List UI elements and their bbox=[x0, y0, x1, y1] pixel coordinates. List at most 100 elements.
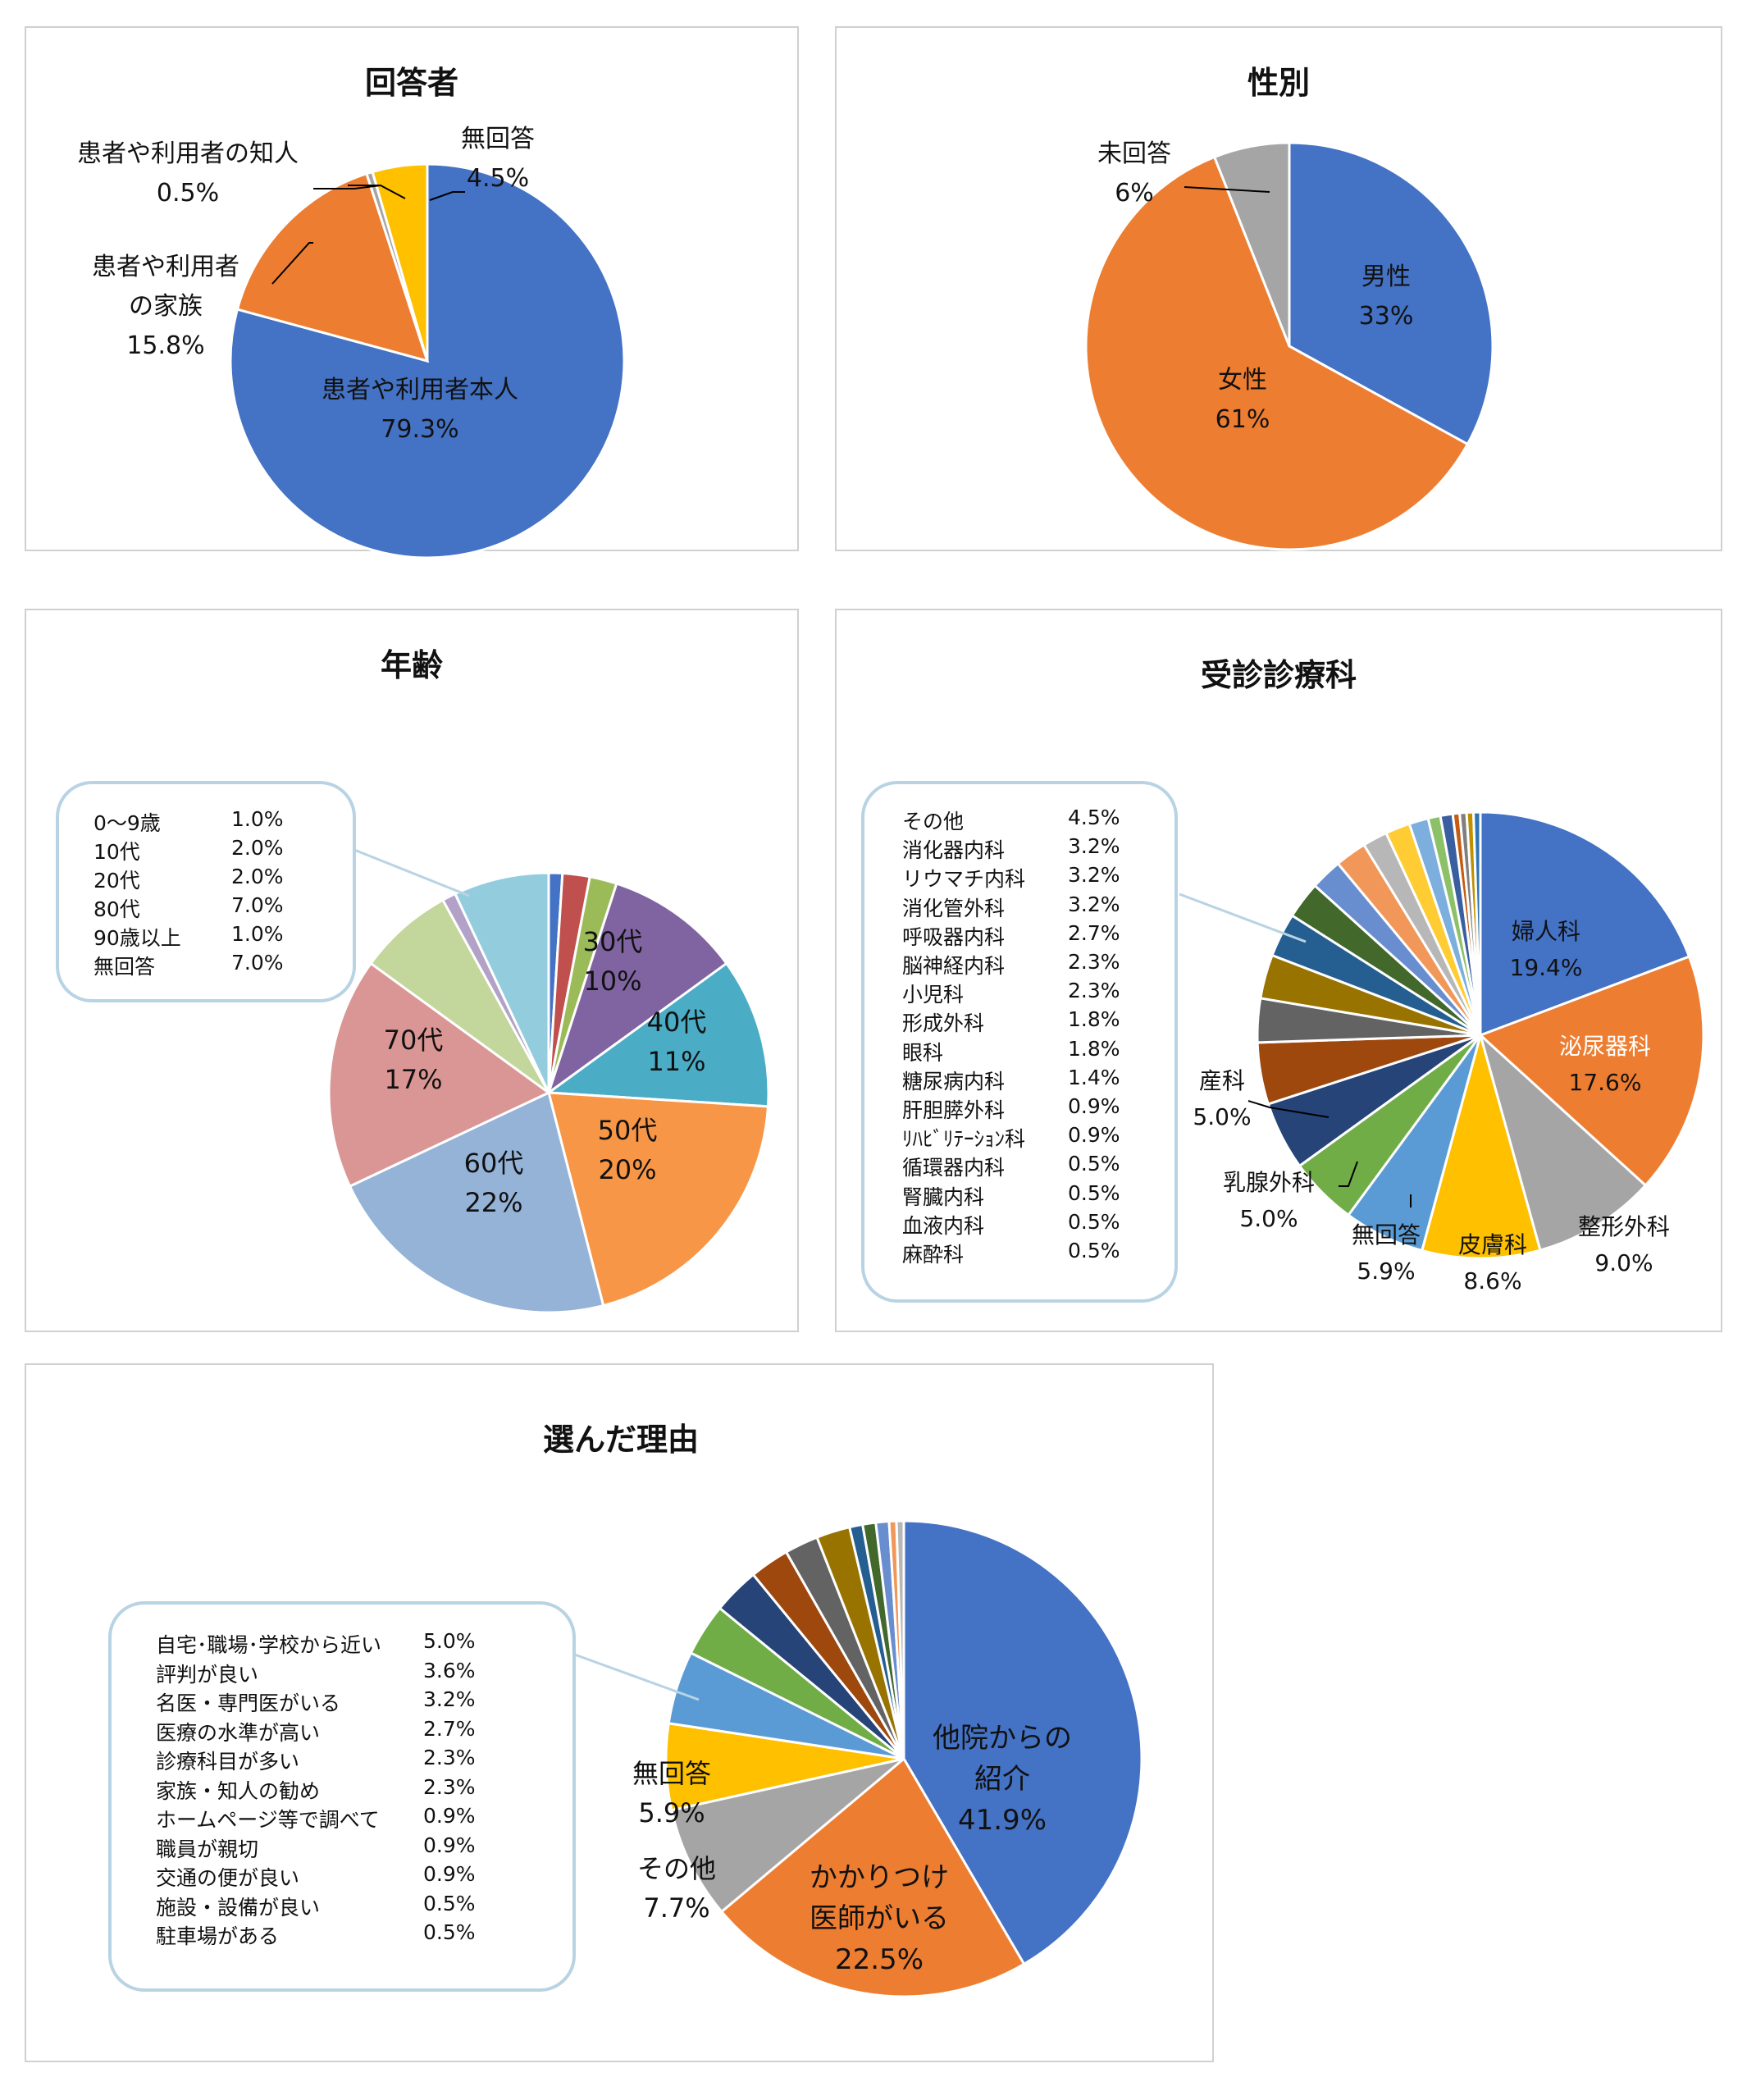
callout-label: 診療科目が多い bbox=[156, 1750, 300, 1774]
slice-label-text: 30代 bbox=[582, 926, 643, 957]
slice-label-unanswered: 未回答 6% bbox=[1081, 135, 1188, 213]
callout-label: 評判が良い bbox=[156, 1662, 259, 1687]
callout-value: 3.6% bbox=[423, 1658, 476, 1682]
slice-label-orthopedics: 整形外科 9.0% bbox=[1558, 1209, 1690, 1281]
slice-label-text: その他 bbox=[636, 1853, 716, 1884]
callout-value: 4.5% bbox=[1068, 806, 1120, 829]
callout-label: 麻酔科 bbox=[902, 1243, 965, 1267]
slice-value: 10% bbox=[583, 966, 642, 997]
slice-label-line: 患者や利用者 bbox=[92, 253, 239, 281]
slice-label-text: 皮膚科 bbox=[1457, 1231, 1527, 1258]
pie-slice-age-3 bbox=[546, 882, 728, 1096]
callout-label: 10代 bbox=[94, 840, 140, 864]
callout-label: 20代 bbox=[94, 869, 140, 892]
slice-label-line: 紹介 bbox=[974, 1763, 1030, 1796]
callout-value: 3.2% bbox=[1068, 863, 1120, 888]
slice-value: 17.6% bbox=[1568, 1069, 1642, 1096]
pie-slice-gender-0 bbox=[1288, 141, 1494, 446]
pie-slice-gender-2 bbox=[1212, 141, 1291, 347]
slice-label-line: かかりつけ bbox=[809, 1861, 950, 1894]
callout-value: 0.5% bbox=[1068, 1209, 1120, 1234]
slice-label-30s: 30代 10% bbox=[572, 922, 654, 1001]
slice-label-text: 患者や利用者の知人 bbox=[77, 139, 299, 168]
callout-label: 呼吸器内科 bbox=[902, 924, 1006, 949]
callout-leader bbox=[572, 1652, 700, 1701]
slice-label-noanswer: 無回答 5.9% bbox=[1333, 1217, 1439, 1290]
slice-label-acquaintance: 患者や利用者の知人 0.5% bbox=[52, 135, 323, 213]
callout-value: 3.2% bbox=[423, 1687, 476, 1711]
slice-value: 79.3% bbox=[381, 415, 459, 444]
chart-title: 性別 bbox=[1247, 65, 1310, 101]
slice-value: 61% bbox=[1215, 405, 1270, 434]
callout-value: 0.5% bbox=[423, 1920, 476, 1944]
slice-label-70s: 70代 17% bbox=[364, 1020, 463, 1099]
pie-slice-age-7 bbox=[327, 961, 551, 1189]
callout-value: 2.0% bbox=[231, 836, 284, 860]
callout-label: 循環器内科 bbox=[902, 1156, 1006, 1180]
pie-slice-department-2 bbox=[1478, 1031, 1648, 1252]
callout-leader bbox=[1179, 892, 1307, 943]
slice-label-other: その他 7.7% bbox=[615, 1849, 738, 1928]
chart-title: 年齢 bbox=[380, 647, 443, 683]
slice-label-text: 女性 bbox=[1218, 366, 1267, 395]
pie-slice-gender-1 bbox=[1084, 155, 1470, 551]
chart-title: 回答者 bbox=[364, 65, 458, 101]
pie-slice-reason-14 bbox=[895, 1519, 905, 1760]
slice-label-text: 無回答 bbox=[1351, 1221, 1421, 1249]
slice-label-obstetrics: 産科 5.0% bbox=[1181, 1063, 1263, 1135]
callout-value: 0.5% bbox=[423, 1891, 476, 1915]
callout-label: 肝胆膵外科 bbox=[902, 1098, 1006, 1122]
slice-value: 17% bbox=[384, 1064, 443, 1095]
slice-label-family: 患者や利用者 の家族 15.8% bbox=[59, 248, 272, 366]
leader-line bbox=[429, 191, 465, 201]
slice-label-text: 婦人科 bbox=[1511, 918, 1580, 945]
callout-value: 5.0% bbox=[423, 1629, 476, 1653]
slice-label-female: 女性 61% bbox=[1185, 361, 1300, 440]
callout-value: 2.3% bbox=[423, 1746, 476, 1769]
callout-label: 消化管外科 bbox=[902, 896, 1006, 920]
callout-leader bbox=[353, 848, 470, 897]
slice-label-line: 医師がいる bbox=[810, 1902, 949, 1935]
slice-value: 22.5% bbox=[834, 1943, 924, 1976]
slice-label-text: 無回答 bbox=[632, 1758, 711, 1789]
slice-value: 22% bbox=[464, 1187, 523, 1218]
slice-label-text: 男性 bbox=[1361, 262, 1411, 291]
callout-value: 0.9% bbox=[423, 1804, 476, 1828]
slice-label-text: 産科 bbox=[1198, 1067, 1245, 1094]
chart-title: 選んだ理由 bbox=[542, 1422, 699, 1458]
slice-label-family-doctor: かかりつけ 医師がいる 22.5% bbox=[793, 1857, 965, 1980]
pie-slice-age-8 bbox=[369, 898, 550, 1094]
pie-slice-respondent-1 bbox=[235, 171, 430, 363]
callout-label: 家族・知人の勧め bbox=[156, 1778, 321, 1803]
pie-slice-respondent-3 bbox=[371, 162, 429, 362]
slice-label-text: 60代 bbox=[463, 1148, 524, 1179]
slice-label-noanswer: 無回答 5.9% bbox=[610, 1754, 733, 1833]
callout-label: ホームページ等で調べて bbox=[156, 1808, 380, 1832]
slice-label-text: 患者や利用者本人 bbox=[322, 376, 518, 404]
pie-slice-age-5 bbox=[547, 1091, 770, 1308]
slice-label-text: 整形外科 bbox=[1577, 1213, 1670, 1240]
callout-label: 腎臓内科 bbox=[902, 1185, 985, 1209]
callout-value: 1.0% bbox=[231, 922, 284, 946]
callout-label: 名医・専門医がいる bbox=[156, 1691, 341, 1715]
slice-value: 0.5% bbox=[156, 179, 220, 208]
slice-label-text: 50代 bbox=[597, 1115, 658, 1146]
slice-label-urology: 泌尿器科 17.6% bbox=[1544, 1029, 1667, 1101]
callout-label: 90歳以上 bbox=[94, 926, 181, 950]
callout-label: 血液内科 bbox=[902, 1213, 985, 1238]
callout-label: 交通の便が良い bbox=[156, 1866, 300, 1890]
callout-value: 0.9% bbox=[423, 1862, 476, 1886]
slice-label-self: 患者や利用者本人 79.3% bbox=[297, 371, 543, 450]
slice-value: 5.9% bbox=[1357, 1258, 1416, 1285]
callout-label: 施設・設備が良い bbox=[156, 1895, 321, 1920]
callout-label: 医療の水準が高い bbox=[156, 1720, 321, 1745]
slice-value: 5.0% bbox=[1193, 1103, 1252, 1130]
slice-value: 19.4% bbox=[1509, 954, 1583, 981]
callout-label: その他 bbox=[902, 810, 965, 833]
callout-value: 1.8% bbox=[1068, 1007, 1120, 1032]
reason-callout-box: 自宅･職場･学校から近い 5.0% 評判が良い 3.6% 名医・専門医がいる 3.2% 医療… bbox=[108, 1601, 576, 1992]
slice-label-breast-surgery: 乳腺外科 5.0% bbox=[1203, 1165, 1334, 1237]
slice-label-gynecology: 婦人科 19.4% bbox=[1493, 914, 1599, 986]
callout-label: 自宅･職場･学校から近い bbox=[156, 1633, 382, 1657]
pie-respondent bbox=[229, 162, 626, 559]
